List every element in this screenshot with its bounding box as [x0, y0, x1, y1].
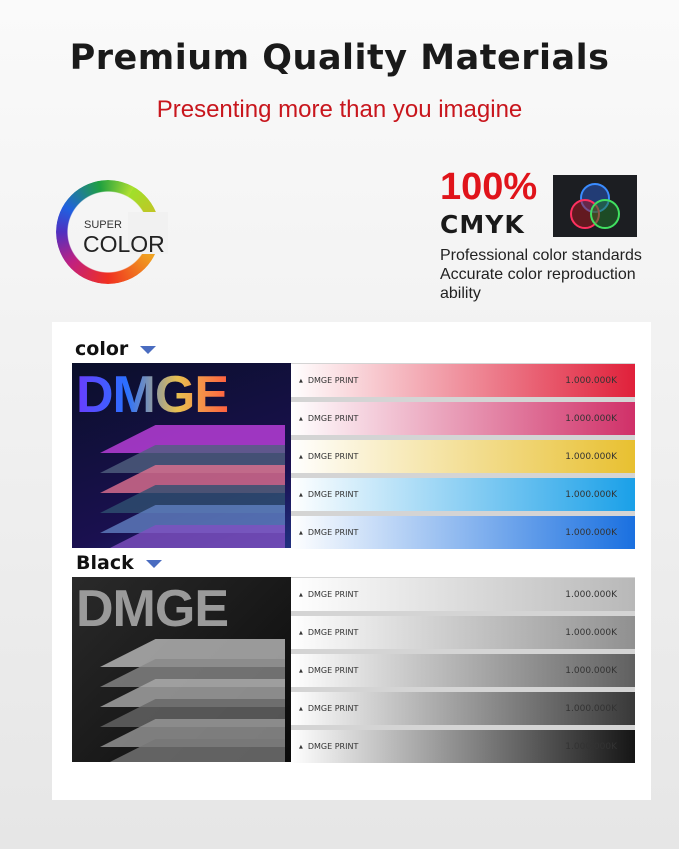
- row-value: 1.000.000K: [565, 413, 617, 424]
- dropdown-triangle-icon[interactable]: [145, 559, 162, 568]
- row-name: DMGE PRINT: [299, 704, 358, 713]
- subtitle: Presenting more than you imagine: [156, 96, 523, 123]
- color-bar-row: DMGE PRINT 1.000.000K: [291, 730, 635, 763]
- layer-sheet: [100, 525, 285, 548]
- color-bar-row: DMGE PRINT 1.000.000K: [291, 402, 635, 435]
- cmyk-desc-line: Professional color standards: [440, 247, 642, 264]
- layer-sheet: [100, 739, 285, 762]
- section-label[interactable]: Black: [76, 552, 162, 574]
- row-value: 1.000.000K: [565, 489, 617, 500]
- row-name: DMGE PRINT: [299, 590, 358, 599]
- ring-gap: [128, 212, 168, 254]
- cmyk-label: CMYK: [440, 210, 525, 239]
- cmyk-percent: 100%: [440, 166, 538, 208]
- row-value: 1.000.000K: [565, 375, 617, 386]
- row-name: DMGE PRINT: [299, 742, 358, 751]
- rgb-circles-icon: [553, 175, 637, 237]
- cmyk-desc-line: ability: [440, 285, 481, 302]
- logo-super-text: SUPER: [84, 219, 122, 231]
- row-name: DMGE PRINT: [299, 528, 358, 537]
- brand-text: DMGE: [76, 580, 229, 638]
- section-label-text: color: [75, 338, 129, 360]
- cmyk-desc-line: Accurate color reproduction: [440, 266, 636, 283]
- row-name: DMGE PRINT: [299, 490, 358, 499]
- row-value: 1.000.000K: [565, 527, 617, 538]
- row-name: DMGE PRINT: [299, 414, 358, 423]
- page-title: Premium Quality Materials: [69, 38, 610, 78]
- color-bar-row: DMGE PRINT 1.000.000K: [291, 478, 635, 511]
- color-bar-row: DMGE PRINT 1.000.000K: [291, 692, 635, 725]
- row-name: DMGE PRINT: [299, 628, 358, 637]
- section-label[interactable]: color: [75, 338, 157, 360]
- row-value: 1.000.000K: [565, 703, 617, 714]
- color-bar-row: DMGE PRINT 1.000.000K: [291, 364, 635, 397]
- brand-text: DMGE: [76, 366, 229, 424]
- layer-illustration: DMGE: [72, 577, 291, 762]
- row-value: 1.000.000K: [565, 665, 617, 676]
- logo-color-text: COLOR: [83, 231, 165, 257]
- row-value: 1.000.000K: [565, 451, 617, 462]
- row-name: DMGE PRINT: [299, 376, 358, 385]
- color-bars: DMGE PRINT 1.000.000K DMGE PRINT 1.000.000K…: [291, 363, 635, 549]
- color-bar-row: DMGE PRINT 1.000.000K: [291, 616, 635, 649]
- row-value: 1.000.000K: [565, 589, 617, 600]
- color-bar-row: DMGE PRINT 1.000.000K: [291, 578, 635, 611]
- row-value: 1.000.000K: [565, 741, 617, 752]
- row-name: DMGE PRINT: [299, 452, 358, 461]
- row-name: DMGE PRINT: [299, 666, 358, 675]
- color-bar-row: DMGE PRINT 1.000.000K: [291, 440, 635, 473]
- color-bars: DMGE PRINT 1.000.000K DMGE PRINT 1.000.000K…: [291, 577, 635, 763]
- dropdown-triangle-icon[interactable]: [140, 345, 157, 354]
- row-value: 1.000.000K: [565, 627, 617, 638]
- color-bar-row: DMGE PRINT 1.000.000K: [291, 654, 635, 687]
- layer-illustration: DMGE: [72, 363, 291, 548]
- section-label-text: Black: [76, 552, 134, 574]
- color-bar-row: DMGE PRINT 1.000.000K: [291, 516, 635, 549]
